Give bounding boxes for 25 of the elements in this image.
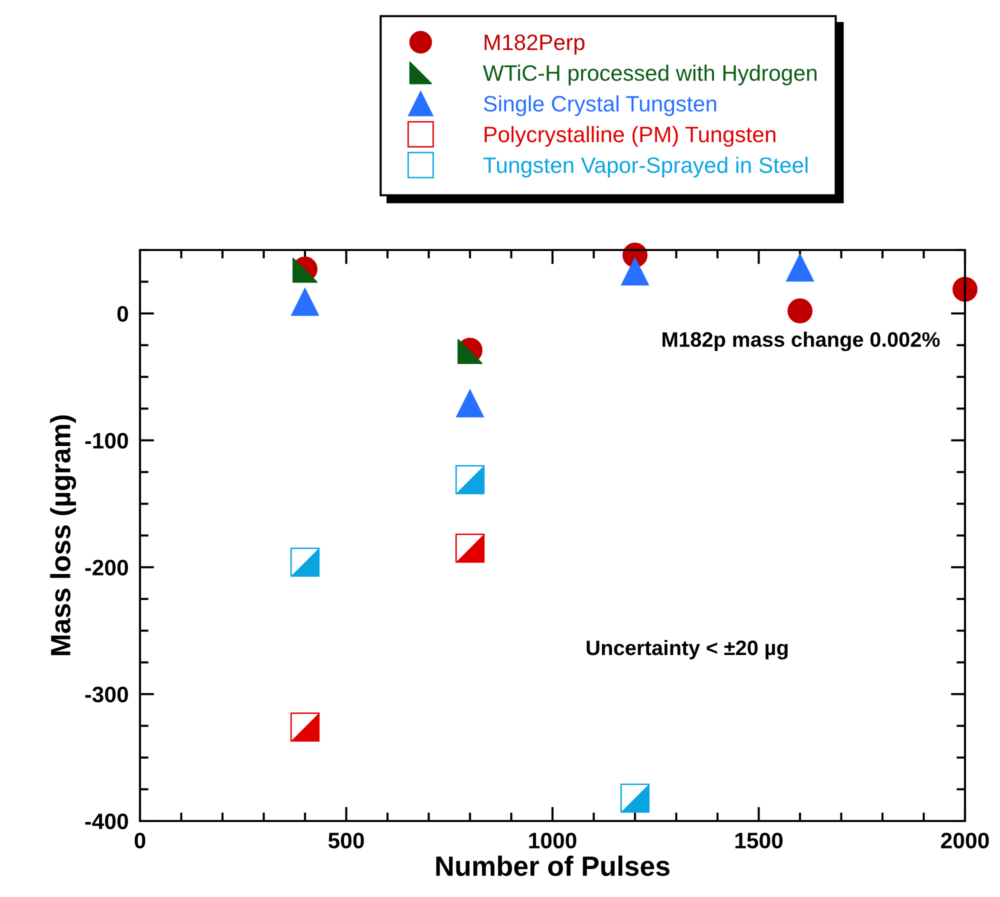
point [621,258,649,286]
y-tick-label: -200 [85,560,128,576]
y-tick-label: 0 [117,306,128,322]
annotation: M182p mass change 0.002% [662,332,940,352]
y-tick-label: -400 [85,814,128,830]
point [788,298,812,324]
x-tick-label: 2000 [941,832,989,848]
point [786,254,814,282]
point [291,288,319,316]
x-tick-label: 500 [328,832,364,848]
point [456,390,484,418]
y-axis-title: Mass loss (µgram) [50,415,76,656]
x-tick-label: 0 [134,832,146,848]
x-axis-title: Number of Pulses [436,856,670,876]
text: M182Perp [484,34,584,55]
legend-label: WTiC-H processed with Hydrogen [482,64,817,86]
y-tick-label: -100 [85,432,128,449]
legend-label: Polycrystalline (PM) Tungsten [484,126,776,147]
x-tick-label: 1000 [529,832,576,848]
x-tick-label: 1500 [735,832,783,848]
legend-label: Tungsten Vapor-Sprayed in Steel [483,156,808,178]
annotation: Uncertainty < ±20 µg [586,640,788,660]
legend-label: Single Crystal Tungsten [484,95,716,116]
point [952,276,978,302]
y-tick-label: -300 [85,686,128,702]
